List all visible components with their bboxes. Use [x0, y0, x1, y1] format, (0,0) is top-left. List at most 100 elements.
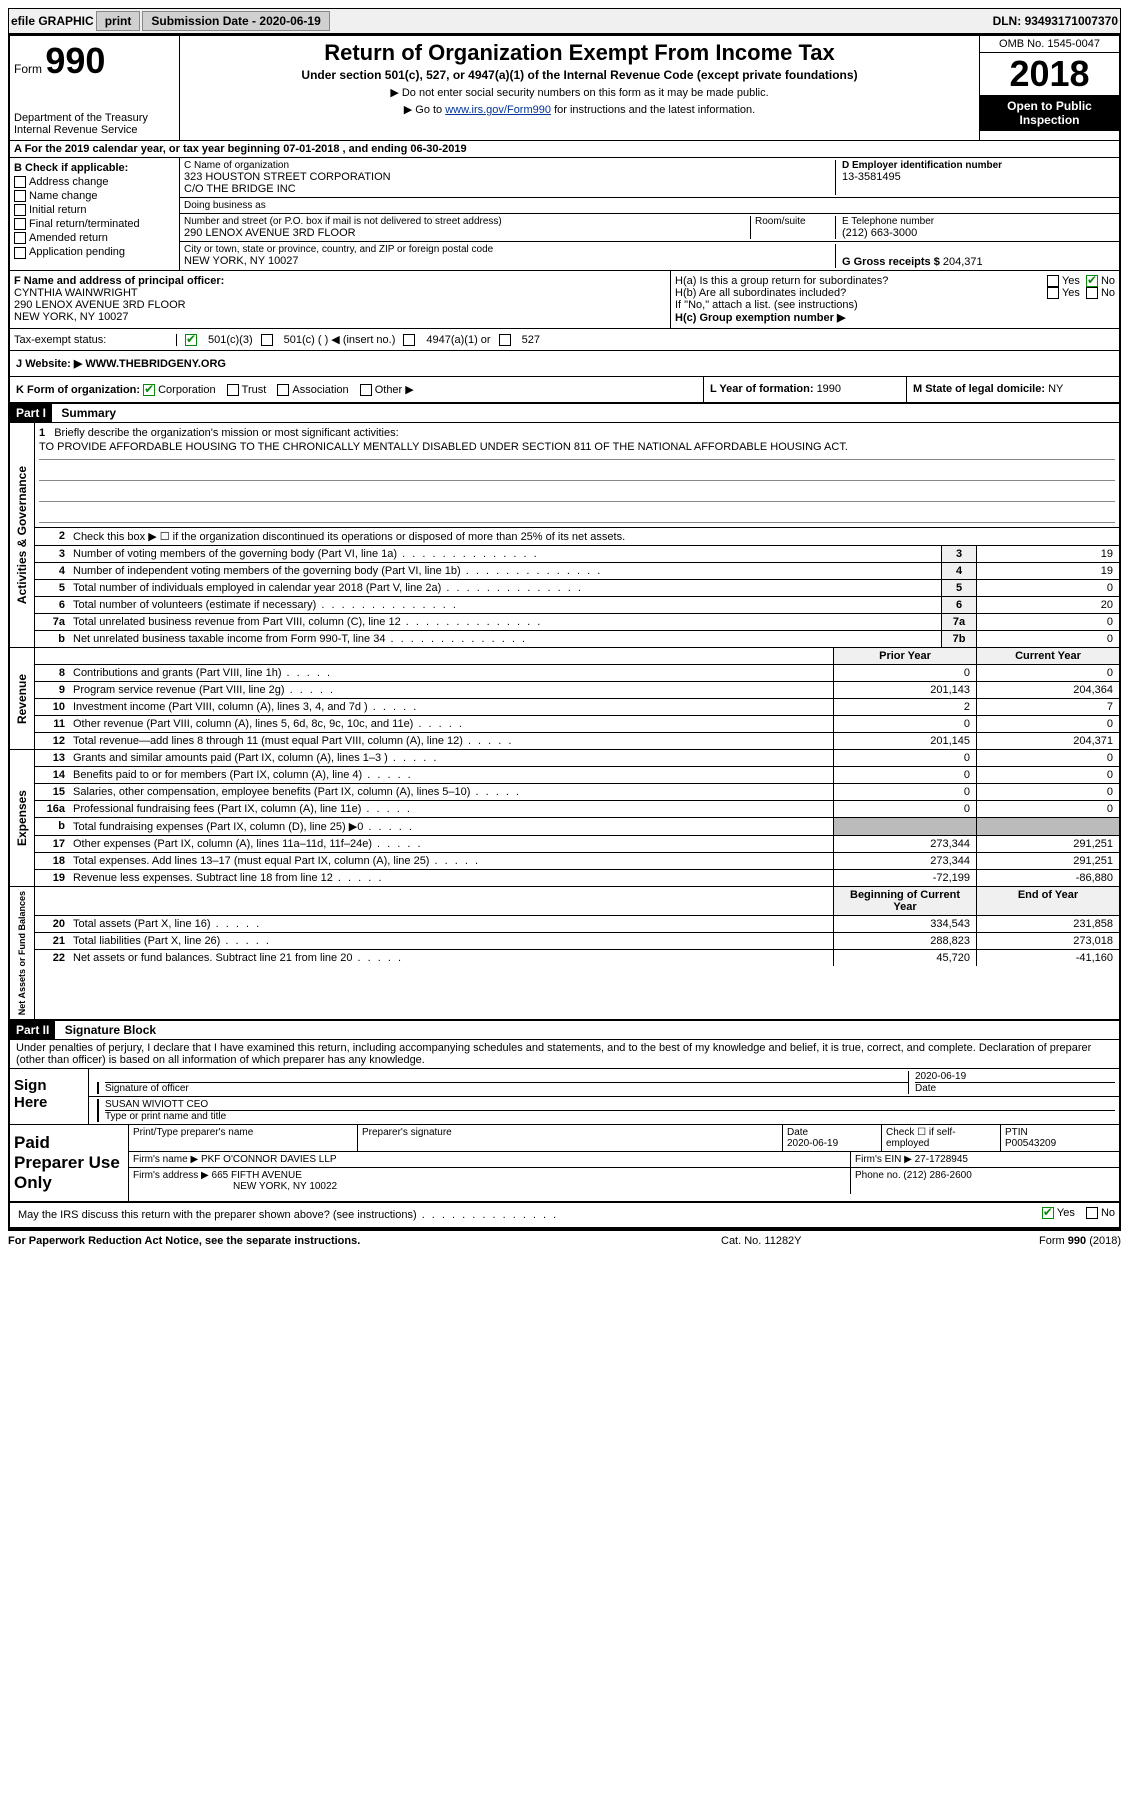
submission-date-box: Submission Date - 2020-06-19: [142, 11, 329, 31]
line-desc: Total number of volunteers (estimate if …: [69, 597, 941, 613]
line-num: 22: [35, 950, 69, 966]
city-label: City or town, state or province, country…: [184, 244, 835, 255]
line-num: 21: [35, 933, 69, 949]
prior-year-header: Prior Year: [833, 648, 976, 664]
omb-number: OMB No. 1545-0047: [980, 36, 1119, 53]
year-box: OMB No. 1545-0047 2018 Open to Public In…: [979, 36, 1119, 140]
line-box: 4: [941, 563, 976, 579]
firm-name-value: PKF O'CONNOR DAVIES LLP: [201, 1154, 337, 1165]
line-value: 20: [976, 597, 1119, 613]
current-value: 291,251: [976, 836, 1119, 852]
discuss-no-checkbox[interactable]: [1086, 1207, 1098, 1219]
prior-value: 0: [833, 716, 976, 732]
dln-box: DLN: 93493171007370: [993, 14, 1118, 28]
prior-value: -72,199: [833, 870, 976, 886]
h-a-no-checkbox[interactable]: [1086, 275, 1098, 287]
h-c-label: H(c) Group exemption number ▶: [675, 311, 1115, 324]
table-row: bTotal fundraising expenses (Part IX, co…: [35, 818, 1119, 836]
discuss-yes-checkbox[interactable]: [1042, 1207, 1054, 1219]
name-title-field: SUSAN WIVIOTT CEO Type or print name and…: [97, 1099, 1115, 1122]
print-button[interactable]: print: [96, 11, 141, 31]
h-b-no-checkbox[interactable]: [1086, 287, 1098, 299]
sig-date-field: 2020-06-19 Date: [908, 1071, 1115, 1094]
chk-527[interactable]: [499, 334, 511, 346]
prior-value: 273,344: [833, 853, 976, 869]
prep-sig-label: Preparer's signature: [358, 1125, 783, 1151]
box-l: L Year of formation: 1990: [703, 377, 906, 402]
firm-phone-value: (212) 286-2600: [903, 1170, 971, 1181]
chk-501c3[interactable]: [185, 334, 197, 346]
line-value: 0: [976, 614, 1119, 630]
line-desc: Net assets or fund balances. Subtract li…: [69, 950, 833, 966]
table-row: 7aTotal unrelated business revenue from …: [35, 614, 1119, 631]
line-desc: Total unrelated business revenue from Pa…: [69, 614, 941, 630]
line-desc: Total fundraising expenses (Part IX, col…: [69, 818, 833, 835]
firm-addr-label: Firm's address ▶: [133, 1170, 212, 1181]
chk-application-pending[interactable]: Application pending: [14, 246, 175, 258]
firm-name-label: Firm's name ▶: [133, 1154, 201, 1165]
line-desc: Investment income (Part VIII, column (A)…: [69, 699, 833, 715]
current-value: 0: [976, 801, 1119, 817]
table-row: 21Total liabilities (Part X, line 26)288…: [35, 933, 1119, 950]
org-name-label: C Name of organization: [184, 160, 835, 171]
goto-post: for instructions and the latest informat…: [554, 104, 755, 116]
line-a: A For the 2019 calendar year, or tax yea…: [10, 141, 1119, 158]
prior-value: 334,543: [833, 916, 976, 932]
line-num: 11: [35, 716, 69, 732]
paid-preparer-label: Paid Preparer Use Only: [10, 1125, 129, 1201]
chk-amended[interactable]: Amended return: [14, 232, 175, 244]
prior-value: 273,344: [833, 836, 976, 852]
instructions-link[interactable]: www.irs.gov/Form990: [445, 104, 551, 116]
line-desc: Total number of individuals employed in …: [69, 580, 941, 596]
prior-value: 0: [833, 750, 976, 766]
sig-date-label: Date: [915, 1082, 1115, 1094]
line-desc: Benefits paid to or for members (Part IX…: [69, 767, 833, 783]
chk-final-return[interactable]: Final return/terminated: [14, 218, 175, 230]
chk-initial-return[interactable]: Initial return: [14, 204, 175, 216]
firm-addr2: NEW YORK, NY 10022: [133, 1181, 846, 1192]
dln-label: DLN:: [993, 14, 1025, 28]
addr-value: 290 LENOX AVENUE 3RD FLOOR: [184, 227, 750, 239]
mission-blank-2: [39, 481, 1115, 502]
box-b-title: B Check if applicable:: [14, 162, 175, 174]
chk-501c[interactable]: [261, 334, 273, 346]
current-value: [976, 818, 1119, 835]
beg-year-header: Beginning of Current Year: [833, 887, 976, 915]
top-bar: efile GRAPHIC print Submission Date - 20…: [8, 8, 1121, 34]
chk-corp[interactable]: [143, 384, 155, 396]
prior-value: 201,145: [833, 733, 976, 749]
line-num: 10: [35, 699, 69, 715]
h-b-yes-checkbox[interactable]: [1047, 287, 1059, 299]
chk-4947[interactable]: [403, 334, 415, 346]
line-desc: Revenue less expenses. Subtract line 18 …: [69, 870, 833, 886]
chk-assoc[interactable]: [277, 384, 289, 396]
open-public-label: Open to Public Inspection: [980, 95, 1119, 131]
chk-address-change[interactable]: Address change: [14, 176, 175, 188]
signature-field[interactable]: Signature of officer: [97, 1082, 908, 1094]
tax-exempt-row: Tax-exempt status: 501(c)(3) 501(c) ( ) …: [10, 329, 1119, 351]
chk-trust[interactable]: [227, 384, 239, 396]
page-footer: For Paperwork Reduction Act Notice, see …: [8, 1231, 1121, 1251]
revenue-section: Revenue Prior Year Current Year 8Contrib…: [10, 648, 1119, 750]
table-row: 8Contributions and grants (Part VIII, li…: [35, 665, 1119, 682]
mission-blank-1: [39, 460, 1115, 481]
table-row: 6Total number of volunteers (estimate if…: [35, 597, 1119, 614]
h-a-yes-checkbox[interactable]: [1047, 275, 1059, 287]
current-value: 0: [976, 716, 1119, 732]
current-value: 291,251: [976, 853, 1119, 869]
discuss-row: May the IRS discuss this return with the…: [10, 1203, 1119, 1229]
part-2-header: Part II Signature Block: [10, 1021, 1119, 1040]
mission-text: TO PROVIDE AFFORDABLE HOUSING TO THE CHR…: [39, 439, 1115, 460]
current-year-header: Current Year: [976, 648, 1119, 664]
website-value: WWW.THEBRIDGENY.ORG: [85, 358, 226, 370]
activities-section: Activities & Governance 1 Briefly descri…: [10, 423, 1119, 648]
current-value: 7: [976, 699, 1119, 715]
line-num: b: [35, 818, 69, 835]
chk-other[interactable]: [360, 384, 372, 396]
line-num: 12: [35, 733, 69, 749]
prior-value: 0: [833, 665, 976, 681]
chk-name-change[interactable]: Name change: [14, 190, 175, 202]
ein-value: 13-3581495: [842, 171, 1115, 183]
line-value: 0: [976, 580, 1119, 596]
prep-ptin-cell: PTIN P00543209: [1001, 1125, 1119, 1151]
